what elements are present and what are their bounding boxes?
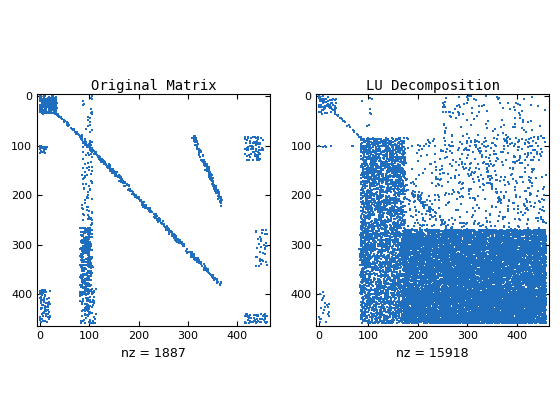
Title: LU Decomposition: LU Decomposition xyxy=(366,79,500,92)
Title: Original Matrix: Original Matrix xyxy=(91,79,216,92)
X-axis label: nz = 1887: nz = 1887 xyxy=(121,346,186,360)
X-axis label: nz = 15918: nz = 15918 xyxy=(396,346,469,360)
